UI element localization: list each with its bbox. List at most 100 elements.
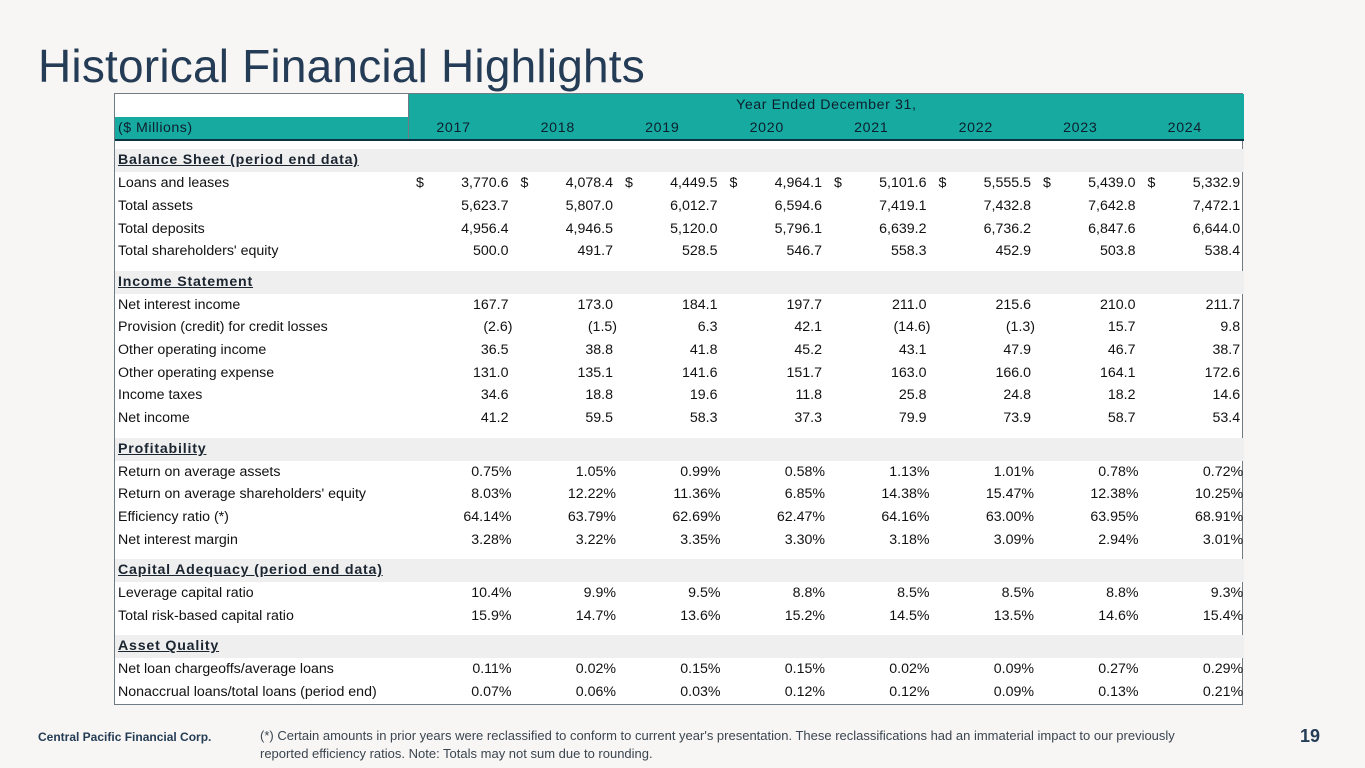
spacer-cell bbox=[115, 551, 1244, 559]
section-header-fill bbox=[408, 635, 1245, 659]
value-text: 4,078.4 bbox=[565, 175, 613, 192]
value-text: 6.3 bbox=[697, 319, 718, 336]
section-spacer bbox=[115, 263, 1244, 271]
value-text: 3.09% bbox=[993, 531, 1034, 548]
table-row: Return on average shareholders' equity 8.… bbox=[115, 483, 1244, 506]
value-text: 558.3 bbox=[890, 243, 927, 260]
value-cell: 164.1 bbox=[1035, 362, 1140, 385]
value-cell: 8.03% bbox=[408, 483, 513, 506]
value-cell: 18.8 bbox=[513, 384, 618, 407]
value-text: 135.1 bbox=[577, 364, 613, 381]
value-text: 6,644.0 bbox=[1192, 220, 1241, 237]
value-text: 0.75% bbox=[471, 463, 512, 480]
value-text: 3.30% bbox=[784, 531, 825, 548]
value-text: 15.9% bbox=[471, 607, 512, 624]
value-cell: $5,332.9 bbox=[1140, 172, 1245, 195]
value-cell: 13.6% bbox=[617, 605, 722, 628]
row-label: Total shareholders' equity bbox=[118, 243, 279, 260]
value-cell: 25.8 bbox=[826, 384, 931, 407]
section-title: Asset Quality bbox=[115, 635, 408, 659]
value-cell: 15.47% bbox=[931, 483, 1036, 506]
value-cell: 62.47% bbox=[722, 506, 827, 529]
value-cell: $5,101.6 bbox=[826, 172, 931, 195]
value-cell: 0.09% bbox=[931, 681, 1036, 704]
value-text: 3.35% bbox=[680, 531, 721, 548]
table-row: Net loan chargeoffs/average loans 0.11% 0.… bbox=[115, 658, 1244, 681]
year-header-2018: 2018 bbox=[512, 116, 617, 142]
value-cell: 0.12% bbox=[826, 681, 931, 704]
value-text: 0.11% bbox=[472, 661, 512, 678]
value-text: 68.91% bbox=[1194, 508, 1244, 525]
value-text: 184.1 bbox=[681, 296, 718, 313]
section-header-fill bbox=[408, 437, 1245, 461]
value-cell: 5,807.0 bbox=[513, 195, 618, 218]
value-cell: 172.6 bbox=[1140, 362, 1245, 385]
value-text: 14.5% bbox=[889, 607, 930, 624]
value-text: 25.8 bbox=[898, 387, 927, 404]
row-label: Other operating expense bbox=[118, 364, 275, 381]
table-row: Loans and leases $3,770.6 $4,078.4 $4,449.5… bbox=[115, 172, 1244, 195]
value-cell: 9.3% bbox=[1140, 582, 1245, 605]
value-cell: 14.7% bbox=[513, 605, 618, 628]
year-span-header: Year Ended December 31, bbox=[408, 94, 1245, 117]
value-cell: 8.8% bbox=[722, 582, 827, 605]
value-cell: 0.02% bbox=[826, 658, 931, 681]
company-name: Central Pacific Financial Corp. bbox=[38, 730, 212, 744]
value-text: 64.16% bbox=[881, 508, 930, 525]
dollar-sign: $ bbox=[416, 175, 424, 192]
value-text: 9.9% bbox=[583, 585, 616, 602]
value-text: 3.01% bbox=[1202, 531, 1244, 548]
value-text: 58.7 bbox=[1107, 410, 1136, 427]
value-text: 500.0 bbox=[472, 243, 509, 260]
table-row: Net interest margin 3.28% 3.22% 3.35% 3.30% 3… bbox=[115, 529, 1244, 552]
value-text: 0.09% bbox=[993, 661, 1034, 678]
value-cell: 8.5% bbox=[931, 582, 1036, 605]
value-text: 6,639.2 bbox=[879, 220, 927, 237]
value-text: 13.6% bbox=[680, 607, 721, 624]
value-text: 6,847.6 bbox=[1088, 220, 1136, 237]
dollar-sign: $ bbox=[938, 175, 947, 192]
row-label: Total deposits bbox=[118, 220, 205, 237]
page-number: 19 bbox=[1300, 726, 1321, 746]
value-text: 15.47% bbox=[985, 486, 1034, 503]
value-text: 36.5 bbox=[480, 342, 509, 359]
value-text: 62.47% bbox=[776, 508, 825, 525]
spacer-cell bbox=[115, 140, 1244, 149]
value-text: 8.5% bbox=[1001, 585, 1034, 602]
section-header-fill bbox=[408, 559, 1245, 583]
row-label: Net income bbox=[118, 410, 190, 427]
value-text: 0.07% bbox=[471, 683, 512, 700]
value-text: 3.18% bbox=[889, 531, 930, 548]
value-cell: 10.25% bbox=[1140, 483, 1245, 506]
value-cell: $5,555.5 bbox=[931, 172, 1036, 195]
value-text: 163.0 bbox=[890, 364, 927, 381]
value-cell: 19.6 bbox=[617, 384, 722, 407]
value-cell: 491.7 bbox=[513, 240, 618, 263]
value-text: 0.12% bbox=[889, 683, 930, 700]
value-cell: 0.58% bbox=[722, 461, 827, 484]
value-text: 1.13% bbox=[889, 463, 930, 480]
value-cell: 197.7 bbox=[722, 294, 827, 317]
spacer-cell bbox=[115, 627, 1244, 635]
value-cell: 58.7 bbox=[1035, 407, 1140, 430]
value-cell: 0.03% bbox=[617, 681, 722, 704]
value-cell: 12.38% bbox=[1035, 483, 1140, 506]
value-cell: 45.2 bbox=[722, 339, 827, 362]
table-row: Other operating expense 131.0 135.1 141.6 15… bbox=[115, 362, 1244, 385]
value-cell: 0.78% bbox=[1035, 461, 1140, 484]
value-text: 79.9 bbox=[898, 410, 927, 427]
value-cell: 166.0 bbox=[931, 362, 1036, 385]
value-cell: 15.4% bbox=[1140, 605, 1245, 628]
value-text: 14.7% bbox=[575, 607, 616, 624]
value-cell: 7,642.8 bbox=[1035, 195, 1140, 218]
value-text: 46.7 bbox=[1107, 342, 1136, 359]
table-row: Nonaccrual loans/total loans (period end… bbox=[115, 681, 1244, 704]
value-cell: 9.8 bbox=[1140, 316, 1245, 339]
table-row: Leverage capital ratio 10.4% 9.9% 9.5% 8.8% 8… bbox=[115, 582, 1244, 605]
value-text: 41.2 bbox=[480, 410, 509, 427]
value-cell: 5,623.7 bbox=[408, 195, 513, 218]
value-text: 0.06% bbox=[575, 683, 616, 700]
value-cell: 3.22% bbox=[513, 529, 618, 552]
value-cell: 0.02% bbox=[513, 658, 618, 681]
value-text: 172.6 bbox=[1204, 364, 1241, 381]
